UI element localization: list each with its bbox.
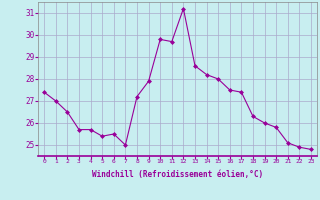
X-axis label: Windchill (Refroidissement éolien,°C): Windchill (Refroidissement éolien,°C) xyxy=(92,170,263,179)
